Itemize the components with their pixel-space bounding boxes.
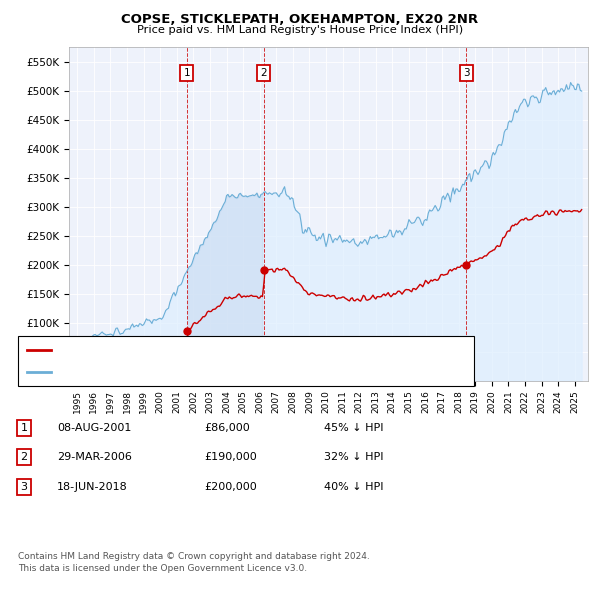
Text: 32% ↓ HPI: 32% ↓ HPI: [324, 453, 383, 462]
Text: Contains HM Land Registry data © Crown copyright and database right 2024.: Contains HM Land Registry data © Crown c…: [18, 552, 370, 561]
Text: COPSE, STICKLEPATH, OKEHAMPTON, EX20 2NR (detached house): COPSE, STICKLEPATH, OKEHAMPTON, EX20 2NR…: [57, 345, 400, 355]
Text: 29-MAR-2006: 29-MAR-2006: [57, 453, 132, 462]
Text: HPI: Average price, detached house, West Devon: HPI: Average price, detached house, West…: [57, 368, 312, 378]
Text: COPSE, STICKLEPATH, OKEHAMPTON, EX20 2NR: COPSE, STICKLEPATH, OKEHAMPTON, EX20 2NR: [121, 13, 479, 26]
Text: 18-JUN-2018: 18-JUN-2018: [57, 482, 128, 491]
Text: 40% ↓ HPI: 40% ↓ HPI: [324, 482, 383, 491]
Text: 2: 2: [20, 453, 28, 462]
Text: Price paid vs. HM Land Registry's House Price Index (HPI): Price paid vs. HM Land Registry's House …: [137, 25, 463, 35]
Text: 3: 3: [463, 68, 470, 78]
Text: £200,000: £200,000: [204, 482, 257, 491]
Text: £86,000: £86,000: [204, 423, 250, 432]
Text: 2: 2: [260, 68, 267, 78]
Text: 1: 1: [20, 423, 28, 432]
Text: 45% ↓ HPI: 45% ↓ HPI: [324, 423, 383, 432]
Text: 3: 3: [20, 482, 28, 491]
Text: This data is licensed under the Open Government Licence v3.0.: This data is licensed under the Open Gov…: [18, 564, 307, 573]
Text: £190,000: £190,000: [204, 453, 257, 462]
Text: 08-AUG-2001: 08-AUG-2001: [57, 423, 131, 432]
Text: 1: 1: [184, 68, 190, 78]
